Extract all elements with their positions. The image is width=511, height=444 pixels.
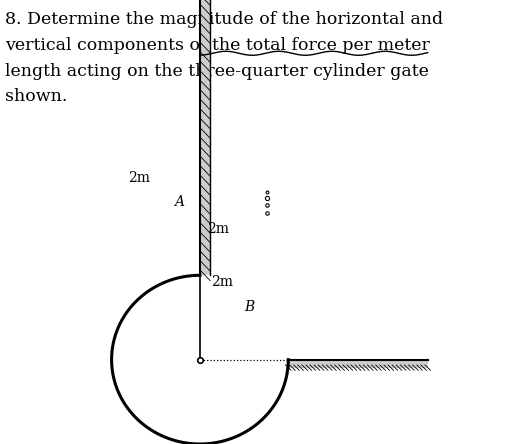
- Text: 2m: 2m: [128, 170, 150, 185]
- Text: vertical components of the total force per meter: vertical components of the total force p…: [5, 37, 430, 54]
- Text: A: A: [174, 195, 183, 209]
- Text: 2m: 2m: [207, 222, 229, 236]
- Bar: [288, 360, 428, 368]
- Text: 2m: 2m: [212, 275, 234, 289]
- Text: shown.: shown.: [5, 88, 67, 105]
- Text: B: B: [244, 300, 254, 314]
- Bar: [200, 0, 210, 275]
- Text: 8. Determine the magnitude of the horizontal and: 8. Determine the magnitude of the horizo…: [5, 11, 443, 28]
- Text: length acting on the three-quarter cylinder gate: length acting on the three-quarter cylin…: [5, 63, 429, 79]
